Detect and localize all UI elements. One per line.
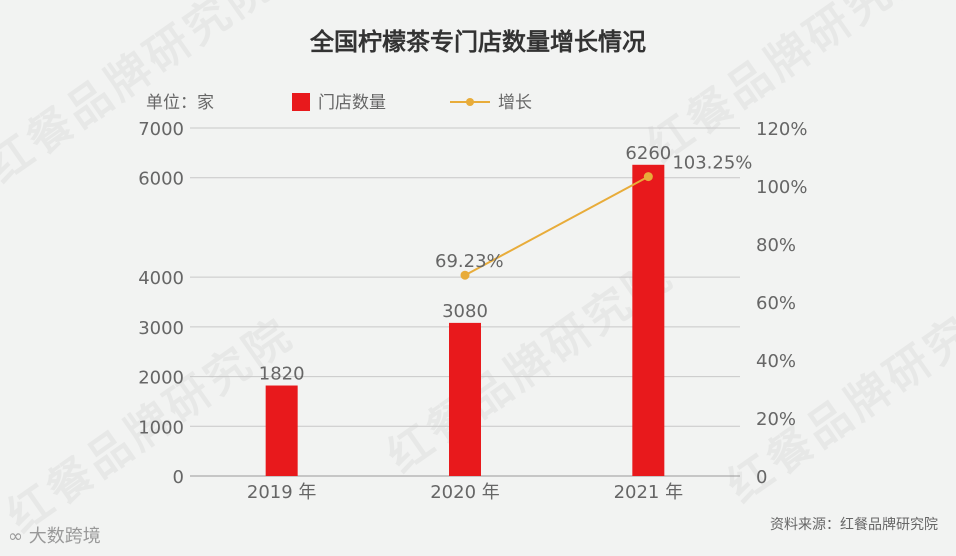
line-point [460,270,470,280]
bar-data-label: 1820 [259,364,305,385]
y-left-tick-label: 1000 [138,417,184,438]
y-left-tick-label: 6000 [138,169,184,190]
legend-line-swatch [450,96,490,108]
bar-data-label: 3080 [442,301,488,322]
y-right-tick-label: 80% [756,235,796,256]
y-right-tick-label: 20% [756,409,796,430]
x-tick-label: 2021 年 [614,482,684,503]
bar [449,322,481,476]
y-right-tick-label: 120% [756,119,807,140]
source-note: 资料来源：红餐品牌研究院 [770,517,938,533]
line-point [643,172,653,182]
legend-bar: 门店数量 [292,88,386,113]
y-left-tick-label: 7000 [138,119,184,140]
y-left-tick-label: 4000 [138,268,184,289]
chart-title: 全国柠檬茶专门店数量增长情况 [310,28,646,56]
line-data-label: 69.23% [435,251,504,272]
y-right-tick-label: 0 [756,467,767,488]
line-series [464,175,649,277]
legend-bar-swatch [292,93,310,111]
y-right-tick-label: 100% [756,177,807,198]
legend-line: 增长 [450,88,532,113]
brand-mark: ∞ 大数跨境 [8,522,101,548]
bar-data-label: 6260 [625,143,671,164]
bar [265,385,298,476]
unit-label: 单位：家 [146,93,214,113]
y-right-tick-label: 40% [756,351,796,372]
line-data-label: 103.25% [672,153,752,174]
legend-bar-label: 门店数量 [318,93,386,113]
y-left-tick-label: 0 [173,467,184,488]
x-tick-label: 2020 年 [430,482,500,503]
infinity-logo-icon: ∞ [8,526,23,547]
y-left-tick-label: 2000 [138,368,184,389]
bar [632,164,665,476]
y-left-tick-label: 3000 [138,318,184,339]
brand-text: 大数跨境 [28,526,101,547]
y-right-tick-label: 60% [756,293,796,314]
legend-line-label: 增长 [498,93,532,113]
x-tick-label: 2019 年 [247,482,317,503]
